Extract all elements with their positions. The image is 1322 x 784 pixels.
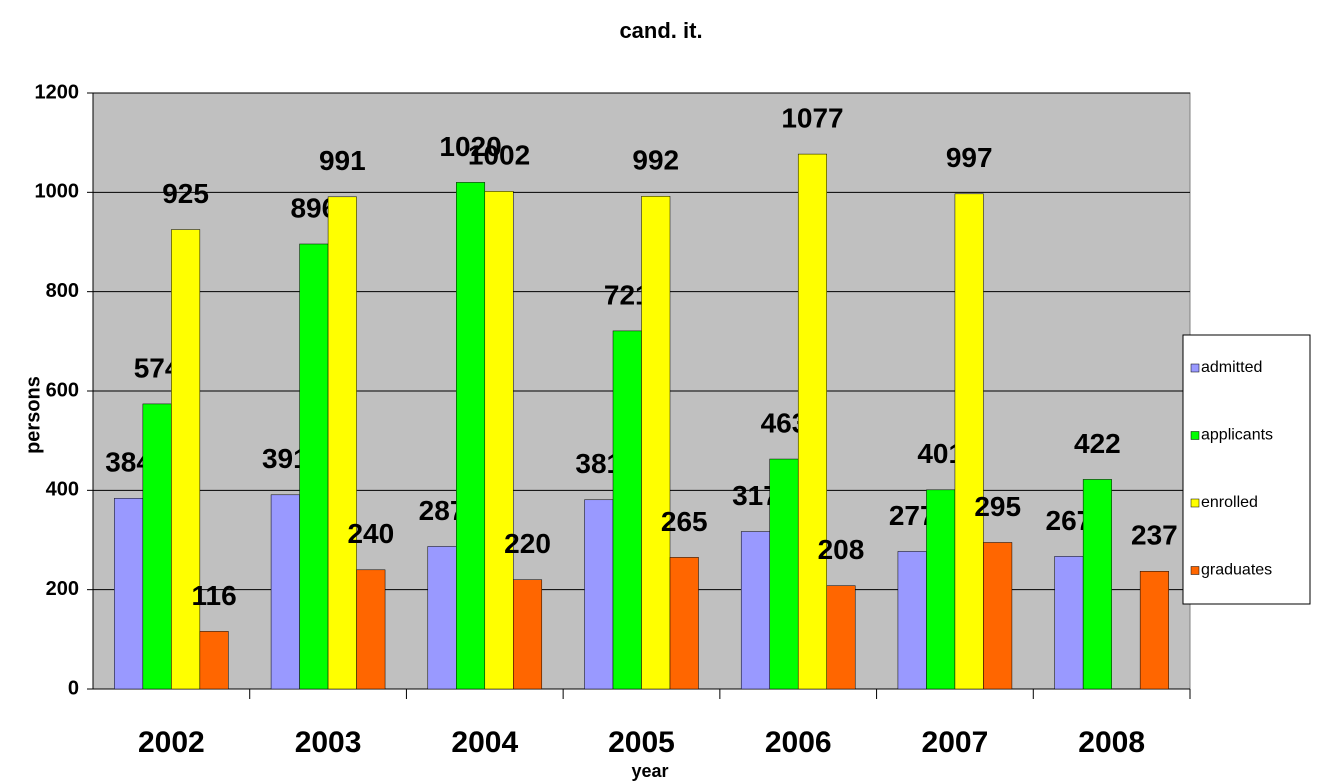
data-label: 208 (818, 534, 865, 565)
data-label: 240 (347, 518, 394, 549)
bar (584, 499, 614, 690)
y-tick-label: 0 (68, 677, 79, 699)
data-label: 116 (192, 580, 237, 611)
y-tick-label: 1000 (35, 181, 80, 203)
bar (897, 551, 927, 690)
legend-swatch (1190, 363, 1200, 373)
x-tick-label: 2004 (451, 726, 518, 759)
bar (926, 489, 956, 690)
y-axis-label: persons (22, 376, 44, 454)
x-tick-label: 2003 (295, 726, 362, 759)
bar (769, 458, 799, 690)
data-label: 265 (661, 506, 708, 537)
bar (641, 196, 671, 690)
bar (797, 153, 827, 690)
bar (1054, 556, 1084, 690)
data-label: 1002 (468, 140, 530, 171)
data-label: 237 (1131, 520, 1178, 551)
legend-label: admitted (1201, 359, 1262, 376)
bar (983, 542, 1013, 690)
bar (114, 498, 144, 690)
bar (270, 494, 300, 690)
bar (299, 243, 329, 690)
data-label: 1077 (781, 102, 843, 133)
x-axis-label: year (631, 761, 668, 781)
x-tick-label: 2005 (608, 726, 675, 759)
bar (826, 585, 856, 690)
legend-label: enrolled (1201, 494, 1258, 511)
bar (1139, 571, 1169, 690)
x-tick-label: 2002 (138, 726, 205, 759)
bar (199, 631, 229, 690)
bar (142, 403, 172, 690)
x-tick-label: 2007 (922, 726, 989, 759)
bar (740, 531, 770, 690)
bar (327, 196, 357, 690)
data-label: 1020 (439, 131, 501, 162)
legend-label: applicants (1201, 427, 1273, 444)
bar (513, 579, 543, 690)
legend-swatch (1190, 566, 1200, 575)
legend-label: graduates (1201, 562, 1272, 579)
bar (171, 229, 201, 690)
data-label: 991 (319, 145, 366, 176)
data-label: 295 (974, 491, 1021, 522)
chart-title: cand. it. (619, 18, 702, 43)
data-label: 992 (632, 145, 679, 176)
bar (456, 182, 486, 690)
data-label: 925 (162, 178, 209, 209)
y-tick-label: 400 (46, 479, 79, 501)
y-tick-label: 600 (46, 379, 79, 401)
data-label: 220 (504, 528, 551, 559)
legend (1182, 334, 1311, 605)
data-label: 422 (1074, 428, 1121, 459)
bar (669, 557, 699, 690)
y-tick-label: 200 (46, 578, 79, 600)
y-tick-label: 1200 (35, 81, 80, 103)
x-tick-label: 2006 (765, 726, 832, 759)
bar (356, 569, 386, 690)
bar (954, 193, 984, 690)
bar (1082, 479, 1112, 690)
legend-swatch (1190, 431, 1200, 440)
legend-swatch (1190, 498, 1200, 508)
bar (484, 191, 514, 690)
bar (612, 330, 642, 690)
bar (427, 546, 457, 690)
data-label: 997 (946, 142, 993, 173)
x-tick-label: 2008 (1078, 726, 1145, 759)
y-tick-label: 800 (46, 280, 79, 302)
